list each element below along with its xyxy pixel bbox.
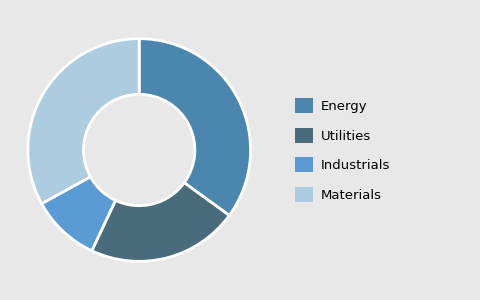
Wedge shape (42, 177, 116, 251)
Legend: Energy, Utilities, Industrials, Materials: Energy, Utilities, Industrials, Material… (295, 98, 390, 202)
Wedge shape (28, 39, 139, 204)
Wedge shape (139, 39, 251, 215)
Wedge shape (92, 183, 229, 261)
